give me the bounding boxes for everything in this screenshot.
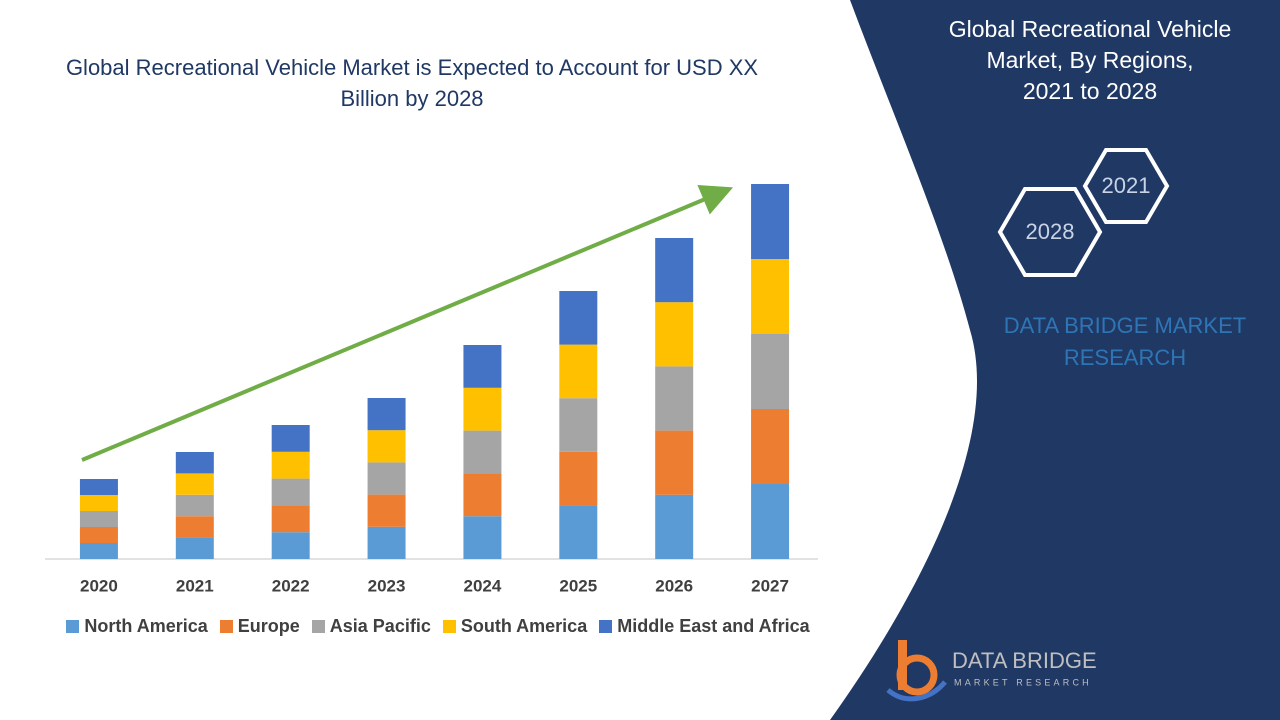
legend-item: South America: [442, 616, 588, 637]
x-tick-label: 2021: [176, 576, 214, 595]
panel-title-line: Global Recreational Vehicle: [948, 16, 1232, 42]
bar-segment: [271, 505, 310, 533]
side-panel: [830, 0, 1280, 720]
bar-segment: [271, 425, 310, 452]
bar-segment: [559, 505, 598, 559]
legend-swatch: [599, 620, 613, 633]
bar-segment: [79, 495, 118, 511]
logo-swoosh: [886, 680, 947, 702]
bar-segment: [175, 537, 214, 559]
bar-segment: [175, 452, 214, 474]
bar-segment: [463, 345, 502, 388]
legend-swatch: [219, 620, 233, 633]
bar-segment: [271, 532, 310, 559]
legend-swatch: [66, 620, 80, 633]
x-tick-label: 2024: [464, 576, 502, 595]
bar-segment: [655, 366, 694, 431]
logo-name: DATA BRIDGE: [952, 648, 1097, 673]
brand: DATA BRIDGE MARKET RESEARCH: [1003, 313, 1247, 370]
legend-item: Asia Pacific: [311, 616, 431, 637]
panel-title-line: 2021 to 2028: [1022, 78, 1158, 104]
legend-swatch: [442, 620, 456, 633]
x-tick-label: 2023: [368, 576, 406, 595]
bar-segment: [367, 430, 406, 463]
legend-item: Europe: [219, 616, 300, 637]
logo-bowl: [896, 654, 938, 696]
bar-segment: [463, 473, 502, 517]
bar-segment: [751, 409, 790, 484]
bar-segment: [655, 494, 694, 559]
bar-segment: [559, 451, 598, 506]
bar-segment: [79, 543, 118, 559]
bar-segment: [751, 184, 790, 259]
bar-segment: [79, 527, 118, 543]
x-tick-label: 2026: [655, 576, 693, 595]
growth-arrow: [81, 184, 734, 462]
bar-segment: [559, 291, 598, 345]
bar-segment: [271, 478, 310, 506]
x-tick-label: 2025: [559, 576, 597, 595]
legend-swatch: [311, 620, 325, 633]
bar-segment: [655, 238, 694, 303]
bar-segment: [367, 526, 406, 559]
legend: North America Europe Asia Pacific South Ame…: [40, 616, 836, 637]
bar-segment: [559, 344, 598, 399]
legend-label: Europe: [237, 616, 300, 636]
x-tick-label: 2022: [272, 576, 310, 595]
bar-segment: [175, 494, 214, 517]
bar-segment: [79, 511, 118, 527]
bar-segment: [751, 259, 790, 334]
bar-segment: [367, 494, 406, 527]
bar-segment: [463, 516, 502, 559]
hexagon-label: 2028: [1026, 219, 1075, 244]
hexagon: [997, 187, 1103, 277]
bar-segment: [751, 484, 790, 559]
logo-icon: [886, 640, 947, 702]
panel-title: Global Recreational Vehicle Market, By R…: [930, 14, 1250, 107]
x-tick-label: 2027: [751, 576, 789, 595]
bar-segment: [559, 398, 598, 452]
bar-segment: [175, 516, 214, 538]
legend-label: South America: [460, 616, 588, 636]
legend-label: North America: [84, 616, 208, 636]
legend-label: Middle East and Africa: [617, 616, 810, 636]
logo-tagline: MARKET RESEARCH: [954, 677, 1092, 687]
bar-segment: [367, 462, 406, 495]
bar-segment: [655, 430, 694, 495]
panel-title-line: Market, By Regions,: [986, 47, 1194, 73]
chart-title: Global Recreational Vehicle Market is Ex…: [65, 55, 759, 111]
bar-segment: [79, 479, 118, 495]
bar-segment: [751, 334, 790, 409]
bar-segment: [367, 398, 406, 431]
bar-segment: [463, 430, 502, 474]
hexagon-label: 2021: [1102, 173, 1151, 198]
legend-label: Asia Pacific: [329, 616, 431, 636]
legend-item: North America: [66, 616, 208, 637]
bar-segment: [175, 473, 214, 495]
x-tick-label: 2020: [80, 576, 118, 595]
bar-segment: [655, 302, 694, 367]
bar-segment: [463, 387, 502, 431]
legend-item: Middle East and Africa: [599, 616, 810, 637]
hexagon: [1082, 148, 1170, 224]
bar-segment: [271, 451, 310, 479]
